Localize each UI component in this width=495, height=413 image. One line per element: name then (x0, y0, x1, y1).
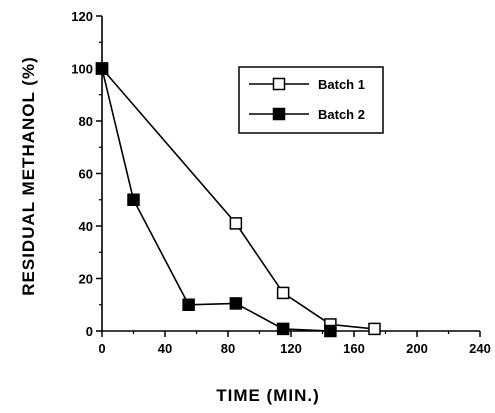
legend-label: Batch 1 (318, 77, 365, 92)
ticks: 0 20 40 60 80 100 120 0 40 80 120 160 200 240 (71, 9, 491, 356)
legend-box (238, 66, 384, 134)
legend-marker (272, 77, 286, 91)
legend-marker (272, 107, 286, 121)
series-line (101, 68, 331, 332)
legend: Batch 1 Batch 2 (238, 66, 384, 134)
y-tick-label: 60 (79, 167, 93, 182)
x-tick-label: 160 (343, 341, 365, 356)
y-tick-label: 80 (79, 114, 93, 129)
y-tick-label: 20 (79, 272, 93, 287)
series-layer (95, 62, 381, 338)
data-point (229, 217, 243, 230)
x-tick-label: 40 (158, 341, 172, 356)
series-2 (95, 62, 337, 338)
y-tick-label: 0 (86, 324, 93, 339)
x-tick-label: 200 (406, 341, 428, 356)
data-point (368, 322, 381, 336)
axes (101, 16, 480, 332)
x-tick-label: 120 (280, 341, 302, 356)
x-tick-label: 0 (98, 341, 105, 356)
data-point (229, 297, 243, 310)
x-tick-label: 240 (469, 341, 491, 356)
data-point (276, 322, 290, 336)
y-tick-label: 120 (71, 9, 93, 24)
y-tick-label: 40 (79, 219, 93, 234)
x-axis-title: TIME (MIN.) (216, 386, 320, 405)
data-point (276, 286, 290, 300)
y-axis-title: RESIDUAL METHANOL (%) (19, 56, 38, 296)
data-point (95, 62, 109, 75)
data-point (324, 324, 337, 338)
data-point (182, 298, 195, 311)
data-point (127, 193, 140, 206)
x-tick-label: 80 (221, 341, 235, 356)
y-tick-label: 100 (71, 62, 93, 77)
legend-label: Batch 2 (318, 107, 365, 122)
